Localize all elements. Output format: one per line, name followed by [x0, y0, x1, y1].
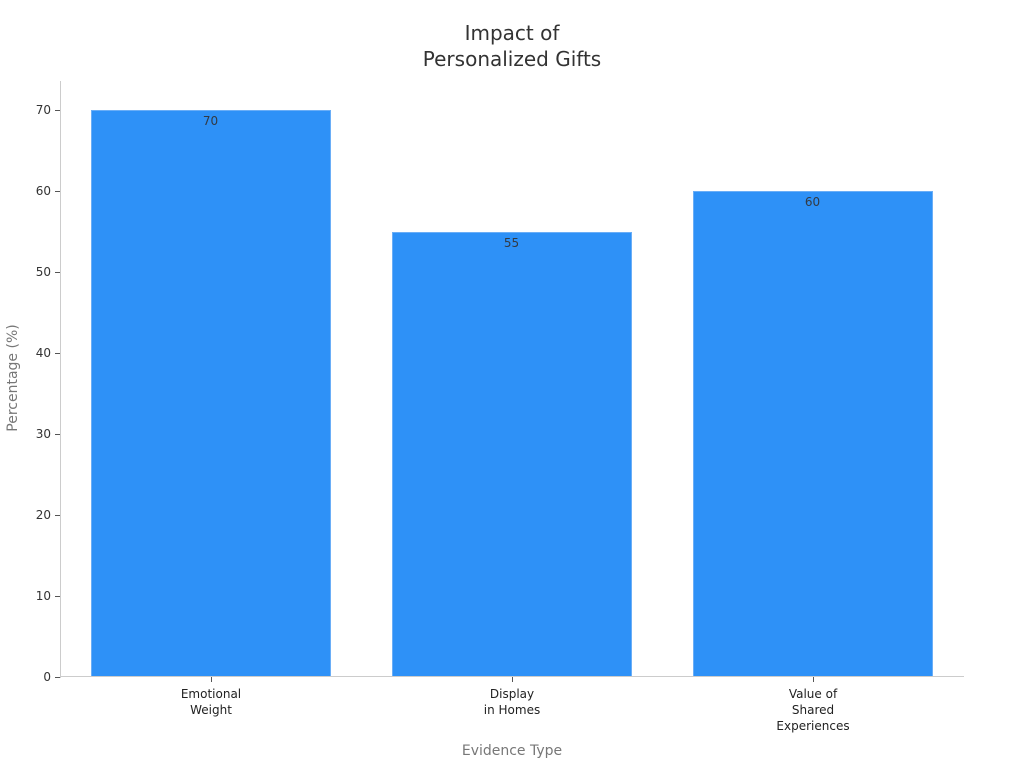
- y-axis-label: Percentage (%): [5, 324, 21, 432]
- y-tick-label: 30: [35, 427, 51, 441]
- y-tick-mark: [55, 677, 60, 678]
- chart-title-line-2: Personalized Gifts: [422, 47, 602, 71]
- bar[interactable]: 60: [692, 191, 933, 677]
- y-tick-mark: [55, 434, 60, 435]
- x-tick-label: Emotional Weight: [131, 686, 291, 718]
- y-tick-mark: [55, 515, 60, 516]
- y-tick-label: 40: [35, 346, 51, 360]
- y-tick-mark: [55, 191, 60, 192]
- plot-area: 70 55 60: [60, 81, 963, 677]
- x-axis-line: [60, 676, 964, 677]
- y-tick-label: 0: [43, 670, 51, 684]
- y-tick-label: 10: [35, 589, 51, 603]
- y-axis-line: [60, 81, 61, 678]
- y-tick-label: 50: [35, 265, 51, 279]
- x-tick-mark: [512, 677, 513, 682]
- x-tick-label: Display in Homes: [432, 686, 592, 718]
- bar[interactable]: 70: [90, 110, 331, 677]
- x-tick-label-line: Emotional: [180, 687, 242, 701]
- chart-title-line-1: Impact of: [464, 21, 560, 45]
- chart-title: Impact of Personalized Gifts: [0, 20, 1024, 72]
- x-tick-label-line: Weight: [190, 703, 232, 717]
- bar[interactable]: 55: [391, 231, 632, 677]
- y-tick-mark: [55, 110, 60, 111]
- x-tick-label-line: Shared: [791, 703, 835, 717]
- y-tick-mark: [55, 596, 60, 597]
- y-tick-label: 70: [35, 103, 51, 117]
- x-tick-label-line: Value of: [788, 687, 838, 701]
- bar-value-label: 70: [202, 114, 219, 129]
- y-tick-label: 60: [35, 184, 51, 198]
- bar-value-label: 60: [804, 195, 821, 210]
- x-tick-label: Value of Shared Experiences: [733, 686, 893, 734]
- x-tick-mark: [211, 677, 212, 682]
- y-tick-mark: [55, 272, 60, 273]
- x-tick-label-line: in Homes: [483, 703, 541, 717]
- x-tick-label-line: Experiences: [776, 719, 850, 733]
- x-axis-label: Evidence Type: [461, 743, 563, 759]
- bar-value-label: 55: [503, 235, 520, 250]
- y-tick-label: 20: [35, 508, 51, 522]
- x-tick-mark: [813, 677, 814, 682]
- x-tick-label-line: Display: [489, 687, 535, 701]
- y-tick-mark: [55, 353, 60, 354]
